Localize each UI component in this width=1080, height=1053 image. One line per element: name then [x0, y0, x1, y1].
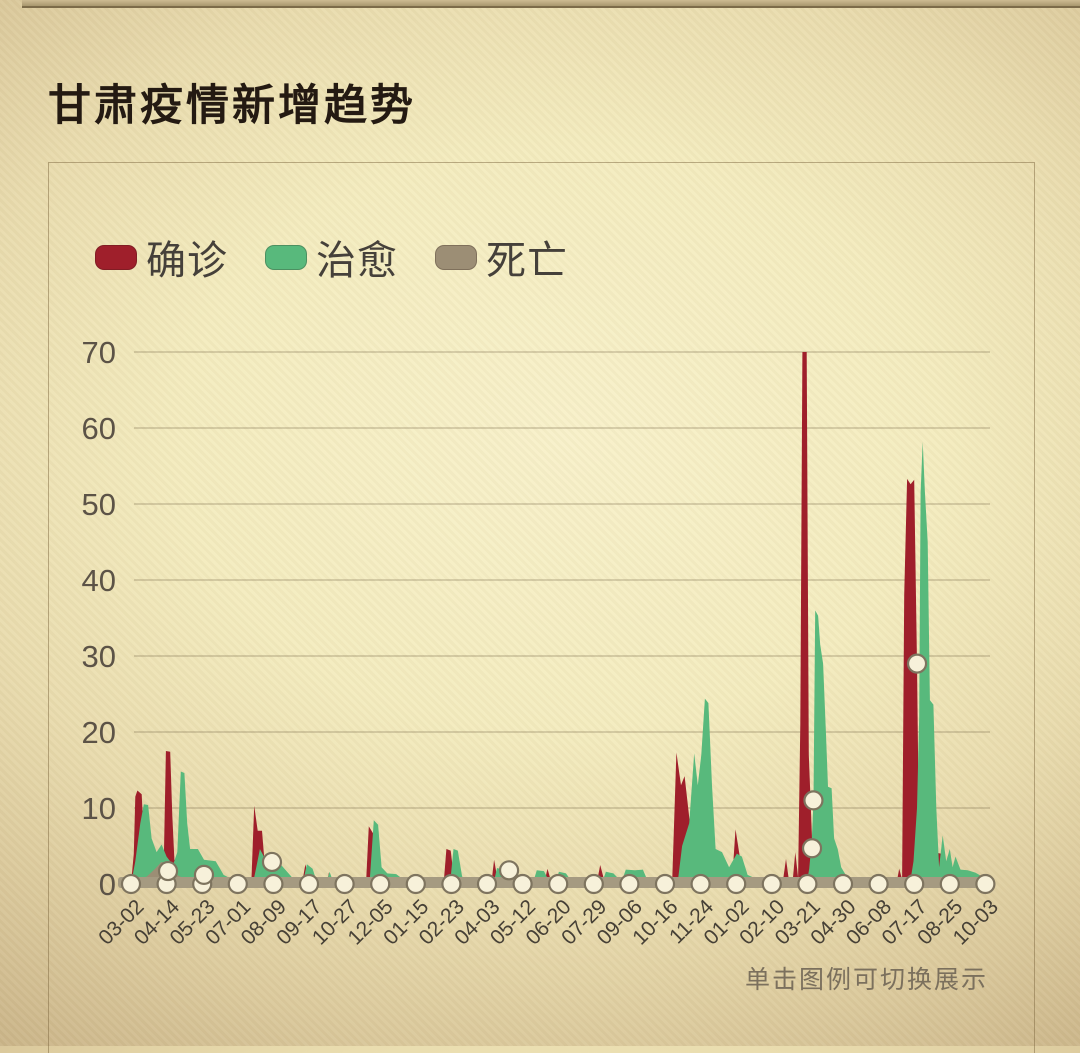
legend-item-confirmed[interactable]: 确诊 [95, 228, 228, 286]
legend-item-cured[interactable]: 治愈 [265, 228, 398, 286]
axis-tick-marker [904, 873, 925, 895]
y-tick-label: 50 [82, 487, 116, 522]
series-confirmed [131, 352, 986, 884]
series-cured [131, 441, 986, 884]
axis-tick-marker [939, 873, 960, 895]
legend-label-confirmed: 确诊 [146, 239, 228, 283]
y-tick-label: 10 [82, 791, 116, 826]
page-title: 甘肃疫情新增趋势 [48, 81, 416, 130]
axis-tick-marker [619, 873, 640, 895]
axis-tick-marker [726, 873, 747, 895]
y-tick-label: 30 [82, 639, 116, 674]
axis-tick-marker [761, 873, 782, 895]
data-point-marker [498, 860, 520, 881]
axis-tick-marker [298, 873, 320, 895]
axis-tick-marker [441, 873, 462, 895]
axis-tick-marker [797, 873, 818, 895]
axis-tick-marker [583, 873, 604, 895]
y-tick-label: 60 [82, 411, 116, 446]
data-point-marker [193, 864, 215, 885]
axis-tick-marker [263, 873, 284, 895]
axis-tick-marker [548, 873, 569, 895]
data-point-marker [803, 790, 824, 811]
axis-tick-marker [370, 873, 391, 895]
legend-item-deaths[interactable]: 死亡 [435, 228, 568, 286]
axis-tick-marker [832, 873, 854, 895]
data-point-marker [261, 851, 283, 873]
data-point-marker [157, 860, 179, 882]
deaths-swatch-icon [435, 244, 477, 270]
data-point-marker [801, 838, 823, 859]
legend-label-deaths: 死亡 [486, 239, 568, 283]
chart-panel [48, 162, 1035, 1053]
axis-tick-marker [334, 873, 355, 895]
y-tick-label: 70 [82, 335, 116, 370]
axis-tick-marker [975, 873, 996, 895]
axis-tick-marker [868, 873, 889, 895]
axis-tick-marker [690, 873, 711, 895]
y-tick-label: 40 [82, 563, 116, 598]
axis-tick-marker [227, 873, 248, 895]
axis-tick-marker [405, 873, 426, 895]
top-chrome-edge [22, 0, 1080, 8]
y-tick-label: 20 [82, 715, 116, 750]
axis-tick-marker [120, 873, 142, 895]
legend-label-cured: 治愈 [316, 239, 398, 283]
chart-legend: 确诊 治愈 死亡 [95, 228, 605, 286]
axis-tick-marker [512, 873, 533, 895]
cured-swatch-icon [265, 244, 307, 270]
y-tick-label: 0 [99, 867, 116, 902]
axis-tick-marker [654, 873, 676, 895]
axis-tick-marker [476, 873, 498, 895]
confirmed-swatch-icon [95, 244, 137, 270]
data-point-marker [906, 653, 928, 674]
legend-toggle-hint: 单击图例可切换展示 [744, 966, 988, 994]
